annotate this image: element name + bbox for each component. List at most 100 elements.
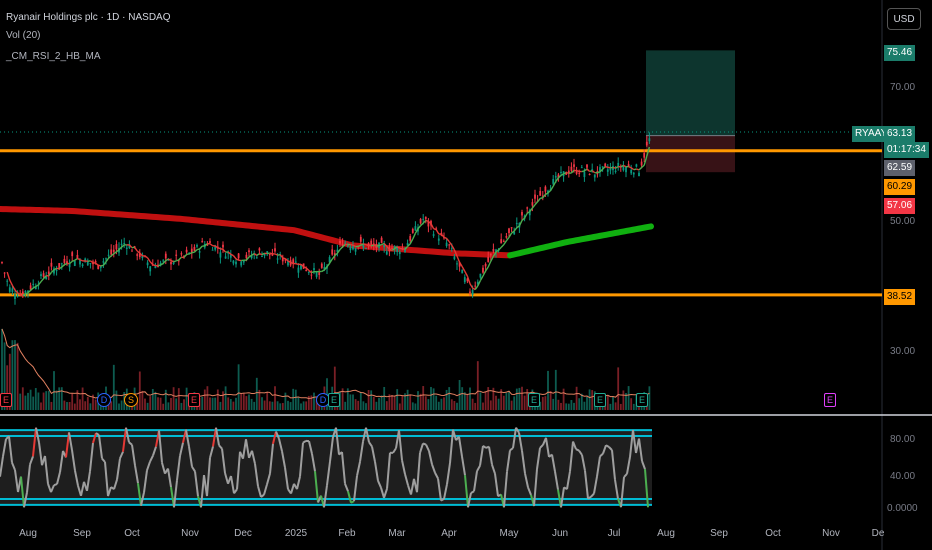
trend-line xyxy=(331,255,336,260)
rsi-line xyxy=(254,463,259,487)
volume-bar xyxy=(502,395,505,410)
trend-line xyxy=(365,243,369,247)
trend-line xyxy=(399,247,403,250)
event-marker[interactable]: E xyxy=(594,393,606,407)
trend-line xyxy=(643,155,648,166)
trend-line xyxy=(323,266,328,271)
trend-line xyxy=(139,252,143,257)
candle-body xyxy=(341,244,344,248)
rsi-line xyxy=(137,483,142,506)
candle-body xyxy=(3,272,6,274)
last-price-badge: 63.13 xyxy=(884,126,916,142)
currency-button[interactable]: USD xyxy=(887,8,921,30)
rsi-line xyxy=(347,490,352,503)
volume-bar xyxy=(274,386,276,410)
trend-line xyxy=(110,253,115,257)
rsi-line xyxy=(461,456,466,476)
rsi-line xyxy=(458,436,463,457)
event-marker[interactable]: E xyxy=(328,393,340,407)
volume-bar xyxy=(375,401,378,410)
candle-body xyxy=(40,274,42,277)
trend-line xyxy=(482,270,487,277)
candle-body xyxy=(209,241,211,243)
candle-body xyxy=(331,249,334,255)
candle-body xyxy=(287,261,289,266)
rsi-line xyxy=(278,438,283,452)
trend-line xyxy=(630,167,635,171)
time-axis-label: Feb xyxy=(338,528,356,539)
volume-bar xyxy=(349,394,352,410)
candle-body xyxy=(383,244,386,248)
rsi-line xyxy=(146,461,151,471)
volume-bar xyxy=(214,397,217,410)
candle-body xyxy=(315,271,318,277)
trend-line xyxy=(360,243,364,246)
rsi-line xyxy=(611,450,616,480)
event-marker[interactable]: E xyxy=(188,393,200,407)
candle-body xyxy=(255,257,258,259)
rsi-line xyxy=(224,472,229,485)
volume-bar xyxy=(229,399,232,410)
trend-line xyxy=(542,194,546,199)
candle-body xyxy=(422,218,425,220)
volume-bar xyxy=(302,401,305,410)
volume-indicator-label[interactable]: Vol (20) xyxy=(6,30,41,41)
trend-line xyxy=(386,245,390,250)
candle-body xyxy=(123,243,126,245)
rsi-line xyxy=(281,450,286,468)
trend-line xyxy=(295,262,299,266)
candle-body xyxy=(245,254,248,259)
volume-bar xyxy=(396,389,399,410)
rsi-line xyxy=(365,427,370,443)
trend-line xyxy=(105,257,110,263)
volume-bar xyxy=(606,394,609,410)
volume-bar xyxy=(14,340,16,410)
rsi-line xyxy=(533,468,538,507)
time-axis-label: Aug xyxy=(19,528,37,539)
candle-body xyxy=(94,261,97,263)
volume-bar xyxy=(484,391,487,410)
volume-bar xyxy=(118,403,120,410)
ma-indicator-label[interactable]: _CM_RSI_2_HB_MA xyxy=(6,51,101,62)
trend-line xyxy=(303,266,307,269)
volume-bar xyxy=(614,402,617,410)
trend-line xyxy=(136,250,141,254)
candle-body xyxy=(578,172,581,174)
candle-body xyxy=(580,167,583,169)
event-marker[interactable]: D xyxy=(97,393,111,407)
trend-line xyxy=(518,220,523,227)
trend-line xyxy=(48,271,52,277)
candle-body xyxy=(214,245,217,250)
trend-line xyxy=(391,247,395,251)
trend-line xyxy=(186,253,190,256)
rsi-line xyxy=(236,451,241,490)
volume-bar xyxy=(92,394,94,410)
candle-body xyxy=(617,162,620,167)
event-marker[interactable]: E xyxy=(0,393,12,407)
candle-body xyxy=(71,252,74,257)
event-marker[interactable]: D xyxy=(316,393,330,407)
trend-line xyxy=(498,246,502,251)
rsi-line xyxy=(269,443,274,474)
rsi-line xyxy=(482,445,487,449)
rsi-line xyxy=(218,444,223,450)
event-marker[interactable]: E xyxy=(528,393,540,407)
rsi-line xyxy=(614,479,619,499)
trend-line xyxy=(232,255,237,260)
event-marker[interactable]: E xyxy=(824,393,836,407)
trend-line xyxy=(113,251,117,255)
support-price-badge: 38.52 xyxy=(884,289,916,305)
volume-bar xyxy=(383,386,386,410)
rsi-line xyxy=(434,472,439,479)
rsi-line xyxy=(242,439,247,459)
trend-line xyxy=(583,168,588,172)
rsi-line xyxy=(350,500,355,504)
event-marker[interactable]: S xyxy=(124,393,138,407)
trend-line xyxy=(102,261,107,266)
candle-body xyxy=(58,263,61,268)
event-marker[interactable]: E xyxy=(636,393,648,407)
volume-bar xyxy=(554,369,557,410)
volume-bar xyxy=(183,399,185,410)
trend-line xyxy=(602,166,606,170)
